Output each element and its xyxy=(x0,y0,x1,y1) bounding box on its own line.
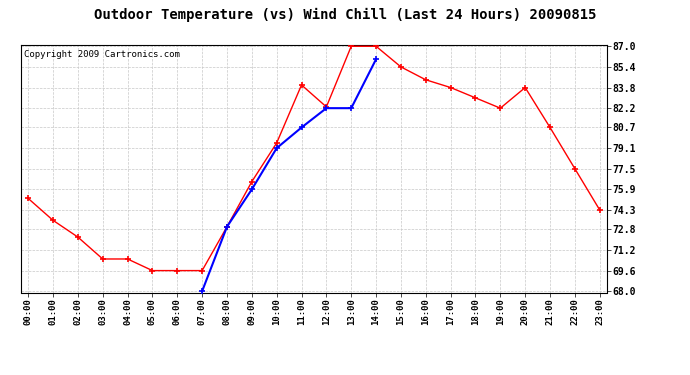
Text: Copyright 2009 Cartronics.com: Copyright 2009 Cartronics.com xyxy=(23,50,179,59)
Text: Outdoor Temperature (vs) Wind Chill (Last 24 Hours) 20090815: Outdoor Temperature (vs) Wind Chill (Las… xyxy=(94,8,596,22)
